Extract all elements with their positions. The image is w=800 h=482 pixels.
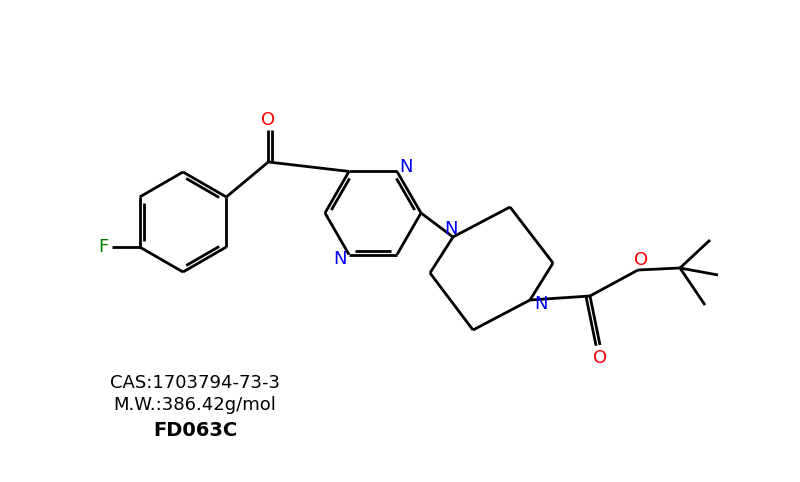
Text: M.W.:386.42g/mol: M.W.:386.42g/mol bbox=[114, 396, 277, 414]
Text: FD063C: FD063C bbox=[153, 420, 237, 440]
Text: O: O bbox=[593, 349, 607, 367]
Text: O: O bbox=[262, 111, 275, 129]
Text: N: N bbox=[334, 250, 347, 268]
Text: N: N bbox=[444, 220, 458, 238]
Text: O: O bbox=[634, 251, 648, 269]
Text: CAS:1703794-73-3: CAS:1703794-73-3 bbox=[110, 374, 280, 392]
Text: N: N bbox=[534, 295, 547, 313]
Text: N: N bbox=[399, 159, 413, 176]
Text: F: F bbox=[98, 238, 109, 256]
